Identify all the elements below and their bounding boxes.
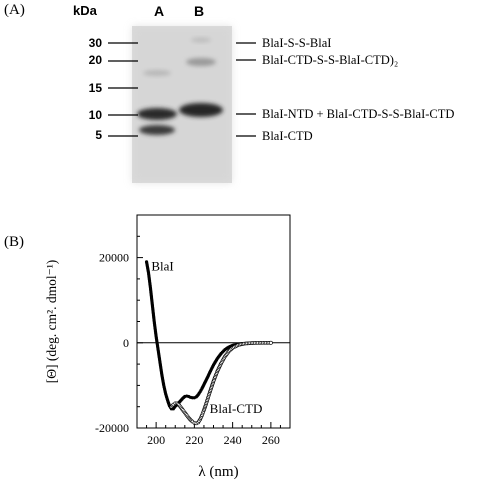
- x-tick-label: 200: [147, 433, 165, 447]
- band-label-ctd-dimer: BlaI-CTD-S-S-BlaI-CTD)₂: [262, 53, 399, 67]
- series-label-blai-ctd: BlaI-CTD: [210, 401, 263, 416]
- panel-b-label: (B): [4, 234, 24, 250]
- x-tick-label: 260: [262, 433, 280, 447]
- gel-band-lane-a-ctd: [139, 125, 175, 135]
- gel-band-lane-a-10kda: [137, 108, 177, 120]
- cd-spectrum-chart: 200 220 240 260 20000 0 -20000 λ (nm) [Θ] (deg. …: [44, 214, 291, 480]
- y-tick-label: -20000: [95, 421, 129, 435]
- marker-10: 10: [88, 108, 102, 122]
- marker-5: 5: [95, 128, 102, 142]
- series-blai: [144, 260, 273, 411]
- x-axis-label: λ (nm): [198, 464, 238, 480]
- x-tick-label: 240: [224, 433, 242, 447]
- gel-band-lane-b-dimer: [186, 58, 216, 66]
- series-label-blai: BlaI: [151, 258, 173, 273]
- band-label-blai-dimer: BlaI-S-S-BlaI: [262, 36, 332, 50]
- plot-frame: [136, 214, 291, 429]
- band-label-ntd-ctd: BlaI-NTD + BlaI-CTD-S-S-BlaI-CTD: [262, 107, 455, 121]
- panel-a-label: (A): [4, 2, 25, 18]
- y-tick-label: 20000: [99, 251, 129, 265]
- lane-label-b: B: [194, 3, 205, 19]
- y-tick-label: 0: [123, 336, 129, 350]
- gel-band-lane-b-10kda: [179, 103, 223, 117]
- series-blai-ctd: [169, 340, 273, 426]
- x-tick-label: 220: [185, 433, 203, 447]
- y-axis-label: [Θ] (deg. cm². dmol⁻¹): [44, 260, 59, 384]
- marker-30: 30: [88, 36, 102, 50]
- band-label-ctd: BlaI-CTD: [262, 129, 313, 143]
- lane-label-a: A: [154, 3, 165, 19]
- marker-20: 20: [88, 53, 102, 67]
- gel-image: [108, 26, 256, 183]
- marker-15: 15: [88, 81, 102, 95]
- data-point: [268, 340, 273, 345]
- kda-header: kDa: [73, 3, 97, 18]
